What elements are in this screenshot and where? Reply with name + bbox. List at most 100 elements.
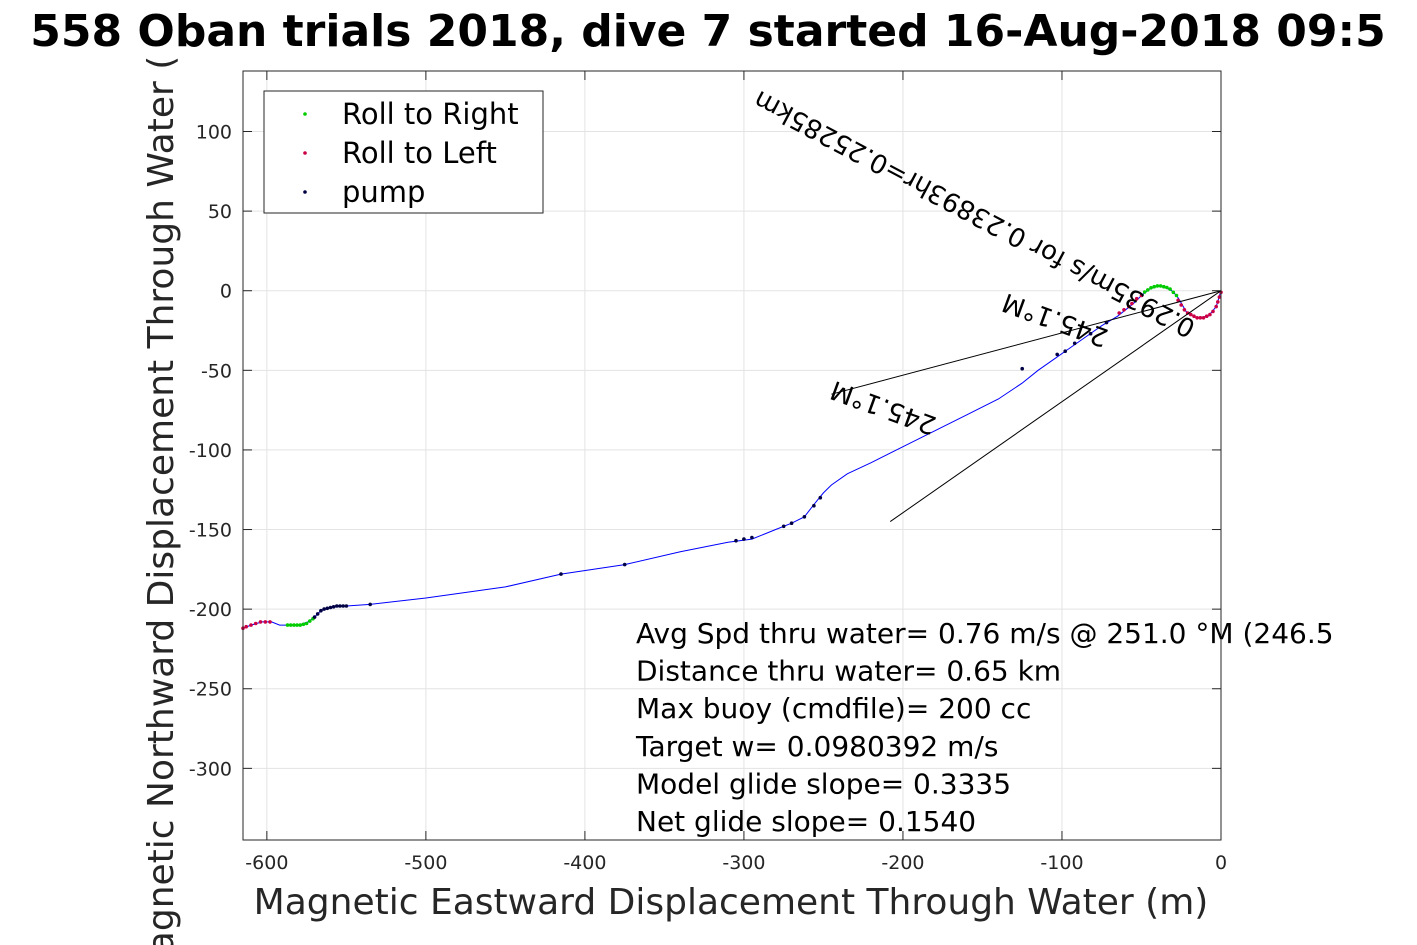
roll-left-point xyxy=(1189,312,1193,317)
roll-right-point xyxy=(298,623,303,627)
pump-point xyxy=(325,606,330,611)
legend-box xyxy=(263,90,544,214)
pump-point xyxy=(1063,349,1067,354)
pump-point xyxy=(331,605,336,609)
x-tick-label: -400 xyxy=(563,852,606,874)
stats-text-block: Avg Spd thru water= 0.76 m/s @ 251.0 °M … xyxy=(635,617,1334,838)
roll-left-point xyxy=(1216,300,1220,304)
pump-point xyxy=(1020,366,1024,371)
roll-left-point xyxy=(249,623,253,627)
roll-right-point xyxy=(295,623,299,627)
roll-left-point xyxy=(1208,312,1212,317)
roll-left-point xyxy=(244,624,248,629)
annotation-line xyxy=(831,290,1222,395)
y-tick-label: -200 xyxy=(189,599,232,621)
y-tick-label: -300 xyxy=(189,758,232,780)
stats-line: Net glide slope= 0.1540 xyxy=(636,805,976,838)
pump-point xyxy=(812,503,816,508)
stats-line: Distance thru water= 0.65 km xyxy=(636,655,1061,688)
pump-point xyxy=(734,538,738,543)
roll-right-point xyxy=(301,622,306,627)
pump-point xyxy=(322,607,326,611)
roll-left-point xyxy=(1198,316,1203,320)
pump-point xyxy=(1055,352,1059,357)
pump-point xyxy=(335,604,339,608)
markers xyxy=(241,284,1223,630)
stats-line: Target w= 0.0980392 m/s xyxy=(635,730,998,763)
pump-point xyxy=(781,524,786,529)
legend-marker xyxy=(303,151,307,155)
roll-left-point xyxy=(1195,316,1199,320)
pump-point xyxy=(818,495,823,500)
chart-title: 558 Oban trials 2018, dive 7 started 16-… xyxy=(30,6,1386,57)
roll-left-point xyxy=(1211,309,1215,314)
legend-marker xyxy=(303,112,307,116)
roll-left-point xyxy=(1204,314,1209,319)
stats-line: Avg Spd thru water= 0.76 m/s @ 251.0 °M … xyxy=(636,617,1334,650)
roll-right-point xyxy=(1168,287,1172,291)
x-tick-label: 0 xyxy=(1215,852,1227,874)
roll-left-point xyxy=(1130,301,1134,306)
roll-right-point xyxy=(1171,290,1176,295)
stats-line: Model glide slope= 0.3335 xyxy=(636,767,1011,800)
roll-right-point xyxy=(1152,284,1156,289)
roll-left-point xyxy=(1176,298,1180,303)
axis-ticks: -600 -500 -400 -300 -200 -100 0 100 50 0 -50 -100 -1… xyxy=(189,71,1227,874)
y-tick-label: 0 xyxy=(220,281,232,303)
legend-label: pump xyxy=(342,175,425,209)
roll-right-point xyxy=(285,623,290,627)
x-tick-label: -500 xyxy=(404,852,447,874)
roll-left-point xyxy=(253,621,258,626)
roll-right-point xyxy=(1149,286,1153,290)
plot-frame xyxy=(242,70,1222,841)
y-tick-label: -100 xyxy=(189,440,232,462)
roll-left-point xyxy=(1201,316,1206,320)
pump-point xyxy=(750,535,754,540)
roll-right-point xyxy=(1174,293,1179,298)
roll-right-point xyxy=(1142,290,1147,294)
legend-label: Roll to Right xyxy=(342,97,519,131)
roll-left-point xyxy=(1182,308,1187,312)
y-tick-label: -250 xyxy=(189,679,232,701)
pump-point xyxy=(742,537,746,541)
pump-point xyxy=(802,515,807,519)
roll-left-point xyxy=(258,620,263,624)
x-tick-label: -300 xyxy=(722,852,765,874)
pump-point xyxy=(368,602,373,607)
pump-point xyxy=(789,521,794,525)
roll-right-point xyxy=(288,623,293,627)
roll-right-point xyxy=(292,623,296,627)
roll-left-point xyxy=(1127,304,1131,309)
pump-point xyxy=(559,572,563,576)
legend-label: Roll to Left xyxy=(342,136,497,170)
roll-left-point xyxy=(1192,314,1196,319)
x-tick-label: -600 xyxy=(245,852,288,874)
roll-left-point xyxy=(1134,296,1139,301)
roll-left-point xyxy=(268,620,272,624)
roll-left-point xyxy=(263,620,268,624)
y-axis-label: Magnetic Northward Displacement Through … xyxy=(141,56,182,945)
roll-left-point xyxy=(1117,311,1121,315)
roll-right-point xyxy=(304,621,309,626)
roll-left-point xyxy=(1217,295,1222,299)
roll-left-point xyxy=(1214,304,1218,309)
x-axis-label: Magnetic Eastward Displacement Through W… xyxy=(254,882,1209,923)
roll-right-point xyxy=(1146,288,1150,292)
legend-marker xyxy=(303,190,307,194)
y-tick-label: -50 xyxy=(201,360,232,382)
roll-left-point xyxy=(1179,303,1183,307)
pump-point xyxy=(338,604,342,608)
pump-point xyxy=(341,604,346,608)
y-tick-label: 50 xyxy=(208,201,232,223)
x-tick-label: -200 xyxy=(881,852,924,874)
roll-left-point xyxy=(1122,308,1126,312)
pump-point xyxy=(315,612,320,616)
pump-point xyxy=(312,615,317,619)
pump-point xyxy=(319,608,323,613)
roll-right-point xyxy=(1165,285,1169,290)
pump-point xyxy=(622,562,627,567)
pump-point xyxy=(1088,331,1093,336)
roll-right-point xyxy=(1158,284,1163,288)
